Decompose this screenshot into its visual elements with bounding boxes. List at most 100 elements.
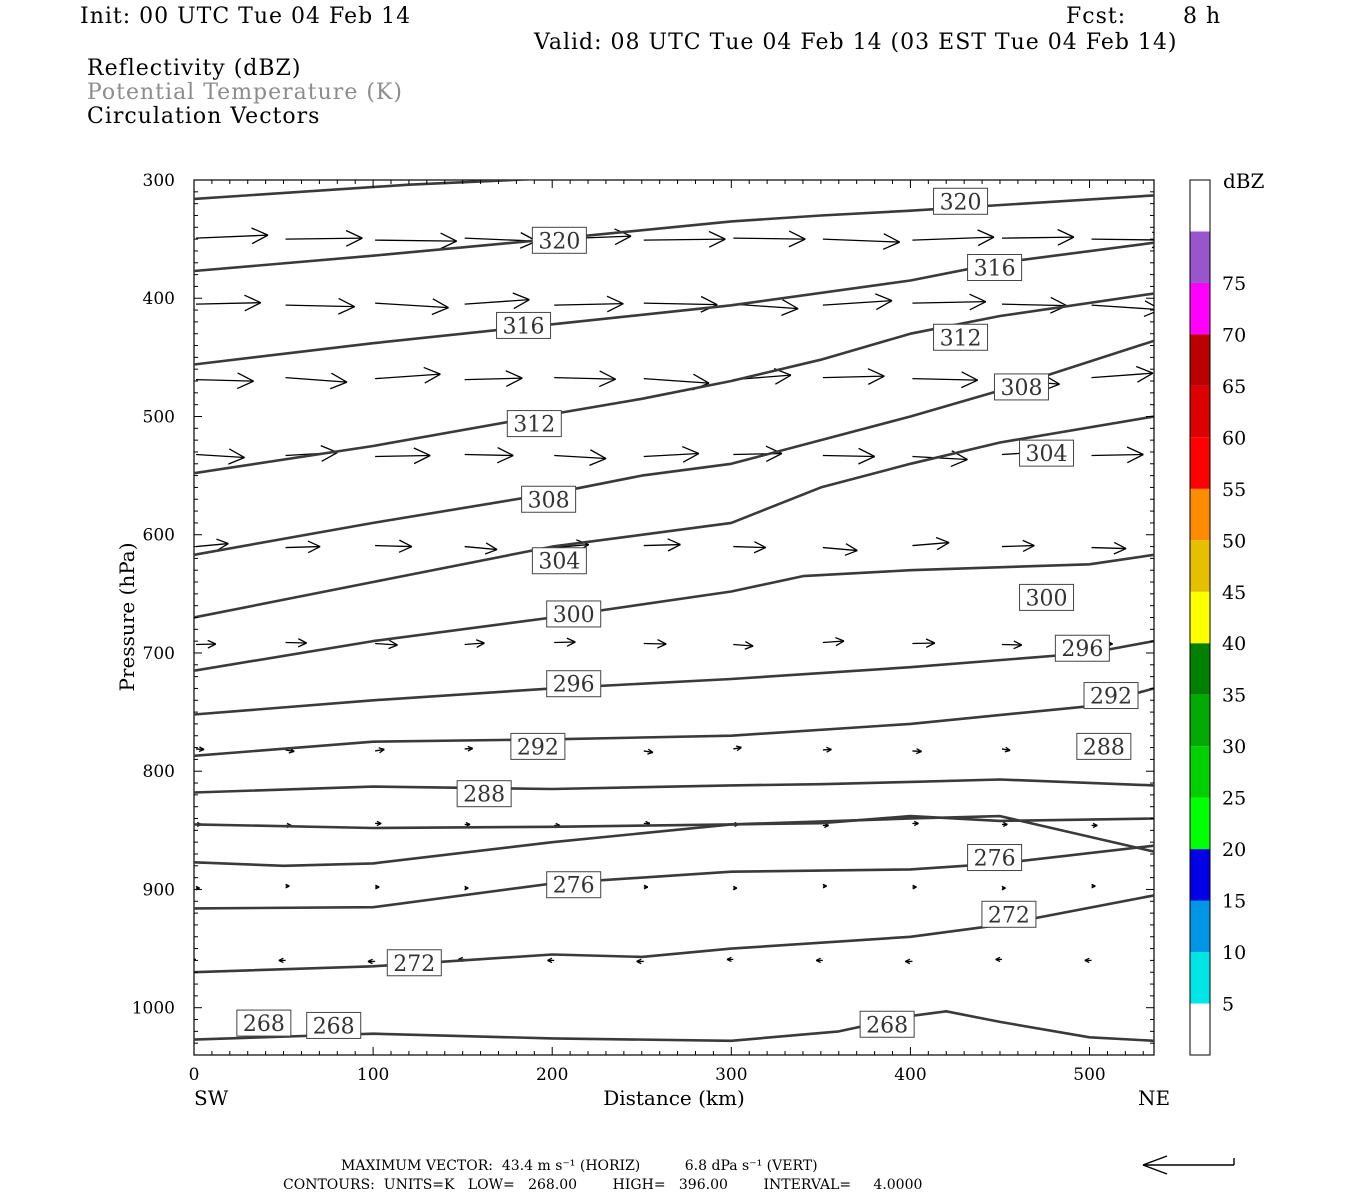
vector-head (1137, 372, 1154, 383)
vector-head (1084, 959, 1090, 964)
vector-head (1126, 446, 1144, 456)
contour-label-box (531, 226, 587, 254)
y-tick-label-1000: 1000 (132, 999, 175, 1019)
colorbar-swatch-6 (1190, 694, 1210, 747)
contour-label-box (546, 670, 602, 698)
vector-head (815, 957, 821, 961)
vector-head (753, 546, 766, 554)
reference-vector-arrow (1142, 1155, 1235, 1175)
vector-head (566, 637, 576, 643)
vector-head (708, 238, 726, 248)
colorbar-swatch-3 (1190, 849, 1210, 901)
vector-shaft (643, 378, 710, 384)
colorbar-swatch-9 (1190, 540, 1210, 592)
vector-head (782, 299, 799, 310)
vector-shaft (912, 642, 935, 645)
vector-shaft (733, 303, 799, 310)
vector-head (754, 541, 767, 549)
vector-head (875, 293, 893, 302)
vector-shaft (822, 238, 900, 243)
vector-head (858, 447, 875, 458)
contour-280-line-11 (194, 814, 1154, 868)
vector-head (228, 456, 245, 465)
vector-shaft (643, 543, 681, 547)
vector-head (1022, 544, 1035, 553)
vector-shaft (1091, 372, 1154, 379)
vector-head (1151, 231, 1154, 234)
vector-shaft (195, 302, 261, 305)
valid-time: Valid: 08 UTC Tue 04 Feb 14 (03 EST Tue … (534, 30, 1178, 55)
y-tick-label-500: 500 (143, 407, 175, 427)
vector-head (826, 746, 832, 751)
x-axis-ticks: 0 100 200 300 400 500 (189, 180, 1144, 1085)
colorbar-unit-label: dBZ (1223, 169, 1265, 193)
contour-label-304: 304 (1026, 442, 1068, 467)
vector-head (1057, 236, 1075, 246)
contour-label-288: 288 (1083, 735, 1125, 760)
vector-head (285, 885, 290, 889)
vector-shaft (554, 376, 616, 380)
x-tick-label-200: 200 (536, 1065, 568, 1085)
contour-label-box (456, 780, 512, 808)
vector-head (432, 298, 449, 309)
vector-head (599, 370, 616, 380)
vector-head (1005, 746, 1011, 751)
vector-head (398, 545, 413, 553)
colorbar-level-30: 30 (1222, 736, 1246, 758)
colorbar-level-20: 20 (1222, 839, 1246, 861)
vector-head (590, 449, 607, 460)
vector-head (1013, 640, 1023, 646)
vector-head (708, 230, 726, 240)
vector-shaft (285, 304, 355, 308)
vector-head (995, 956, 1001, 960)
vector-head (936, 541, 950, 551)
vector-head (700, 295, 718, 306)
x-tick-label-500: 500 (1073, 1065, 1105, 1085)
vector-shaft (912, 750, 922, 753)
field-potential-temperature: Potential Temperature (K) (87, 80, 403, 105)
vector-head (467, 747, 474, 752)
x-axis-end-label: NE (1138, 1086, 1170, 1110)
vector-head (207, 643, 217, 649)
contour-label-300: 300 (1026, 586, 1068, 611)
vector-head (379, 748, 385, 754)
vector-head (867, 375, 885, 385)
vector-shaft (464, 642, 485, 646)
vector-head (835, 640, 845, 647)
field-reflectivity: Reflectivity (dBZ) (87, 56, 302, 81)
vector-head (925, 642, 936, 649)
vector-head (298, 638, 307, 644)
colorbar-level-15: 15 (1222, 891, 1246, 913)
colorbar-level-55: 55 (1222, 479, 1246, 501)
contour-label-box (933, 323, 989, 351)
vector-head (858, 455, 875, 465)
vector-shaft (195, 378, 254, 382)
vector-head (547, 959, 553, 964)
vector-head (882, 241, 900, 250)
vector-shaft (822, 454, 875, 458)
vector-shaft (1091, 238, 1154, 241)
vector-head (512, 292, 530, 301)
vector-head (912, 886, 917, 890)
vector-shaft (464, 453, 514, 457)
contour-label-box (981, 900, 1037, 928)
contour-label-box (531, 547, 587, 575)
vector-head (399, 539, 413, 548)
vector-head (867, 368, 885, 377)
contour-label-box (1019, 583, 1075, 611)
vector-head (781, 308, 799, 316)
colorbar-swatch-2 (1190, 900, 1210, 953)
vector-head (475, 639, 485, 644)
vector-head (375, 886, 380, 890)
vector-shaft (375, 302, 449, 309)
vector-head (598, 378, 616, 388)
contour-label-box (859, 1010, 915, 1038)
vector-shaft (554, 641, 576, 644)
colorbar-swatch-13 (1190, 334, 1210, 386)
colorbar-frame (1189, 179, 1211, 1056)
vector-shaft (643, 302, 718, 306)
vector-head (431, 307, 449, 316)
vector-head (547, 957, 553, 961)
vector-head (904, 960, 911, 965)
